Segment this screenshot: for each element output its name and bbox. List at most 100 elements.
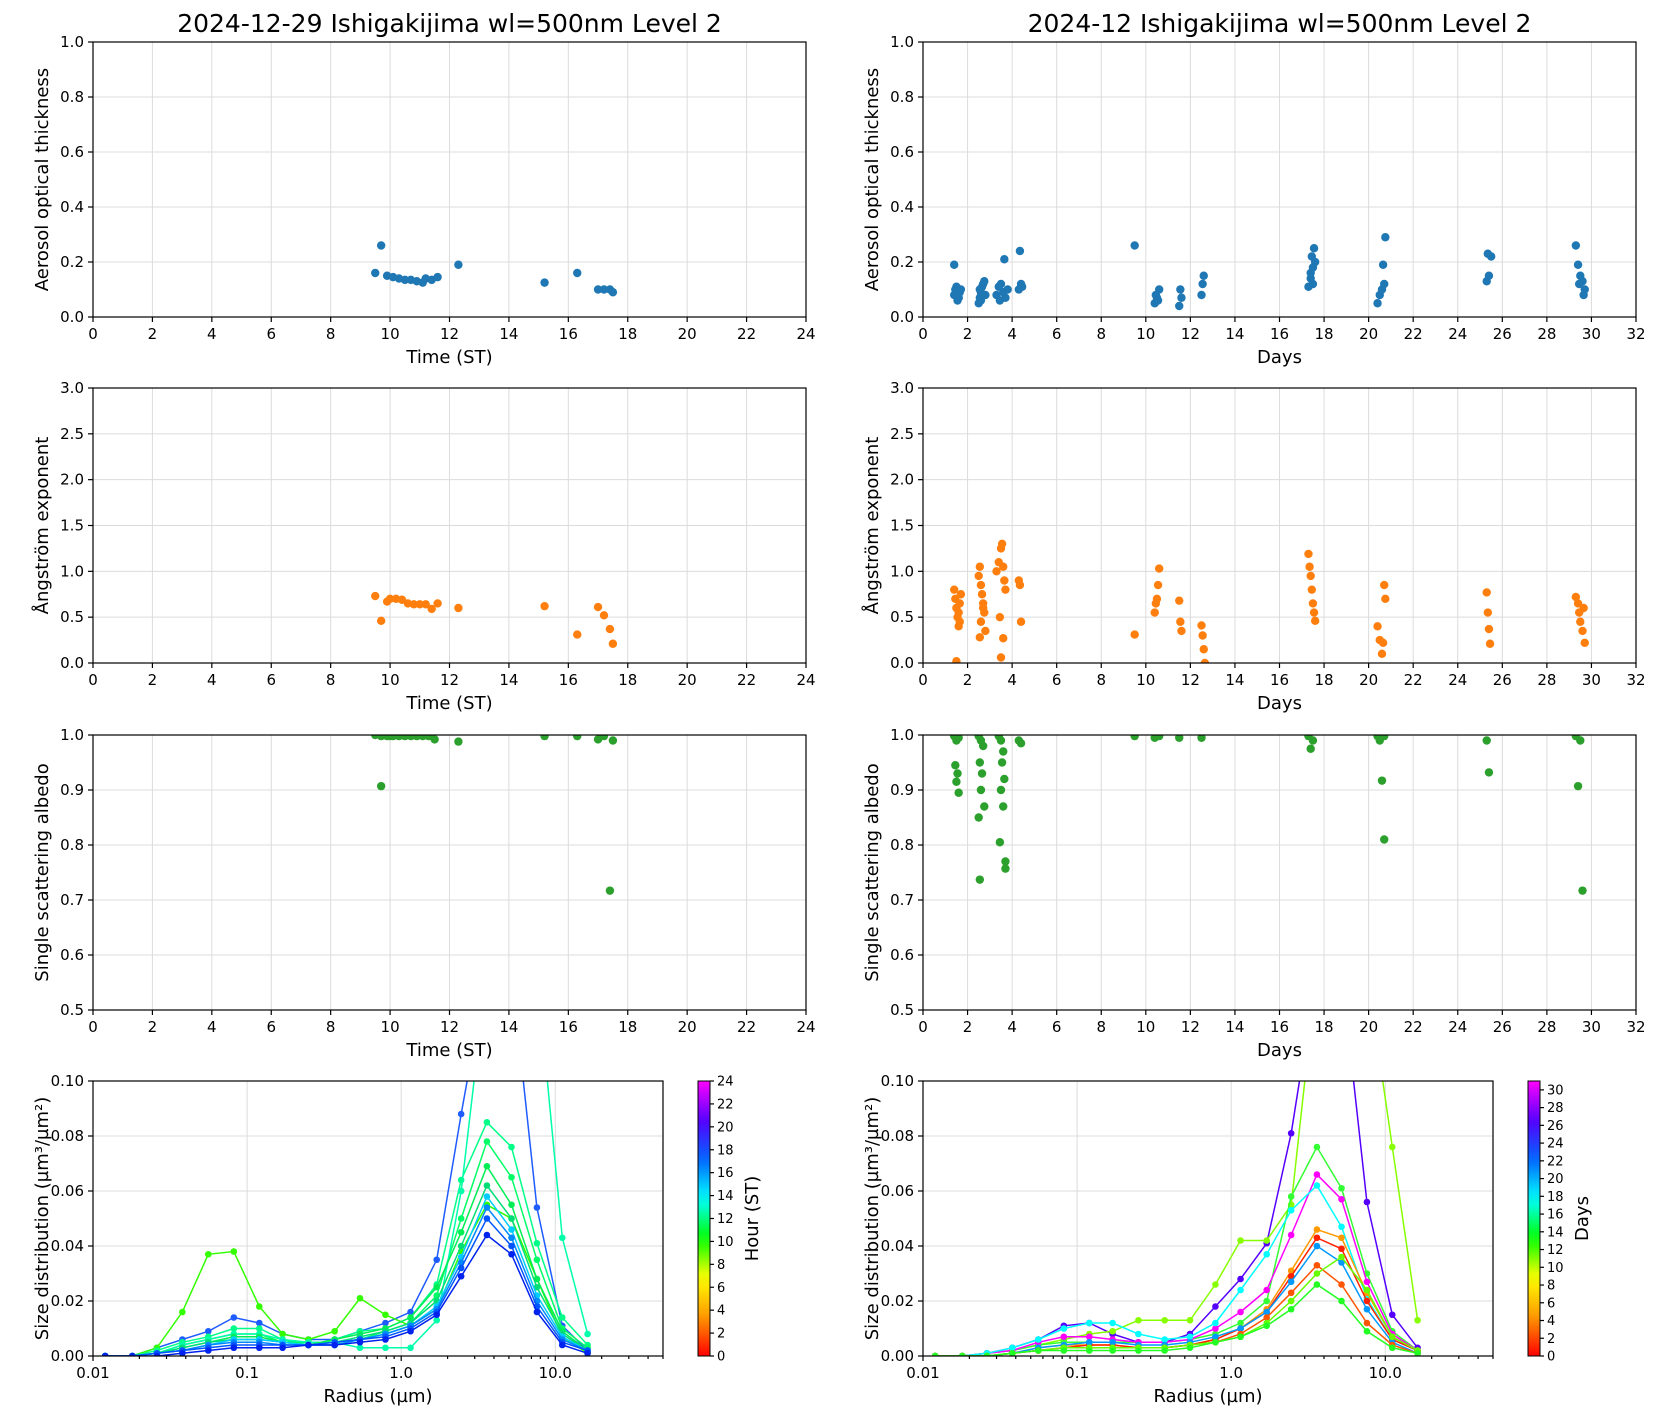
x-tick-label: 0 (88, 671, 98, 689)
data-point (975, 562, 985, 571)
data-point (1381, 594, 1390, 604)
data-point (1381, 233, 1390, 242)
data-point (1000, 255, 1009, 264)
series-point (1263, 1297, 1271, 1305)
data-point (952, 777, 961, 786)
colorbar-tick-label: 26 (1547, 1119, 1564, 1134)
x-tick-label: 6 (266, 671, 276, 689)
data-point (1485, 639, 1495, 648)
series-point (533, 1239, 541, 1247)
series-point (204, 1327, 212, 1335)
axes-frame (92, 41, 807, 318)
x-tick-label: 26 (1493, 1018, 1512, 1036)
series-point (1287, 1267, 1295, 1275)
data-point (1571, 241, 1581, 250)
x-tick-label: 2 (963, 325, 973, 343)
data-point (376, 241, 386, 250)
data-point (371, 591, 380, 601)
y-tick-label: 0.04 (881, 1237, 914, 1255)
data-point (540, 278, 549, 287)
series-point (1237, 1275, 1244, 1283)
x-tick-label: 16 (559, 1018, 578, 1036)
series-point (1263, 1314, 1271, 1321)
data-point (1154, 735, 1164, 741)
series-point (508, 1250, 515, 1258)
series-point (1388, 1143, 1396, 1151)
colorbar-tick-label: 24 (1547, 1137, 1564, 1152)
data-point (1176, 285, 1185, 294)
data-point (1000, 576, 1009, 585)
x-tick-label: 6 (1052, 671, 1062, 689)
colorbar-tick-label: 18 (1547, 1190, 1564, 1205)
x-tick-label: 10 (381, 325, 400, 343)
x-tick-label: 14 (1225, 671, 1244, 689)
series-point (584, 1330, 591, 1338)
series-point (1414, 1349, 1421, 1356)
y-tick-label: 0.02 (881, 1292, 914, 1310)
x-tick-label: 12 (1181, 1018, 1200, 1036)
series-point (483, 1193, 491, 1200)
data-point (976, 580, 986, 590)
series-point (484, 968, 491, 975)
data-point (415, 600, 424, 609)
x-tick-label: 8 (326, 1018, 336, 1036)
x-tick-label: 26 (1493, 671, 1512, 689)
series-point (1212, 1325, 1219, 1332)
data-point (995, 838, 1005, 847)
series-point (1287, 1305, 1295, 1313)
x-tick-label: 10 (381, 671, 400, 689)
data-point (981, 626, 990, 636)
data-point (1015, 246, 1025, 256)
data-layer (371, 241, 618, 297)
x-tick-label: 8 (326, 671, 336, 689)
chart-title: 2024-12-29 Ishigakijima wl=500nm Level 2 (177, 9, 722, 38)
data-point (1484, 271, 1494, 280)
data-point (385, 594, 395, 604)
x-tick-label: 18 (618, 671, 637, 689)
data-point (1001, 857, 1010, 866)
y-tick-label: 2.0 (60, 471, 84, 489)
series-point (1338, 1234, 1345, 1242)
colorbar-label: Days (1572, 1196, 1593, 1241)
series-point (356, 1294, 364, 1302)
series-point (1212, 1281, 1219, 1288)
colorbar-tick-label: 2 (717, 1327, 725, 1342)
x-tick-label: 14 (499, 325, 518, 343)
data-point (608, 736, 618, 745)
y-tick-label: 0.7 (890, 891, 914, 909)
data-point (1015, 580, 1025, 590)
series-point (484, 968, 491, 975)
x-axis-label: Time (ST) (405, 693, 492, 714)
data-point (978, 741, 988, 751)
series-point (483, 1215, 491, 1222)
data-point (1308, 599, 1318, 608)
y-tick-label: 0.6 (60, 143, 84, 161)
data-point (980, 802, 989, 811)
y-tick-label: 0.4 (890, 198, 914, 216)
x-tick-label: 22 (737, 1018, 756, 1036)
data-point (955, 617, 964, 626)
series-point (1263, 1250, 1271, 1258)
x-tick-label: 24 (1448, 325, 1467, 343)
data-point (999, 802, 1008, 811)
data-point (1307, 585, 1317, 594)
x-tick-label: 24 (1448, 1018, 1467, 1036)
chart-monthly-ssa: 0 2 4 6 8 10 12 14 16 18 20 22 24 26 28 30 320.50.60.70.… (862, 726, 1646, 1061)
series-point (1287, 1272, 1295, 1280)
series-point (1338, 1223, 1345, 1231)
y-tick-label: 0.00 (881, 1347, 914, 1365)
series-point (1060, 1333, 1068, 1341)
series-point (1135, 1330, 1142, 1338)
data-point (999, 562, 1008, 571)
series-point (1363, 1286, 1371, 1294)
data-point (1016, 739, 1026, 748)
data-point (1154, 564, 1164, 573)
colorbar-tick-label: 22 (1547, 1154, 1564, 1169)
data-point (1573, 260, 1583, 269)
series-line (935, 1173, 1419, 1356)
colorbar-label: Hour (ST) (742, 1176, 763, 1262)
data-point (1484, 624, 1494, 634)
x-tick-label: 22 (1404, 671, 1423, 689)
series-point (1237, 1325, 1244, 1332)
x-tick-label: 24 (796, 671, 815, 689)
